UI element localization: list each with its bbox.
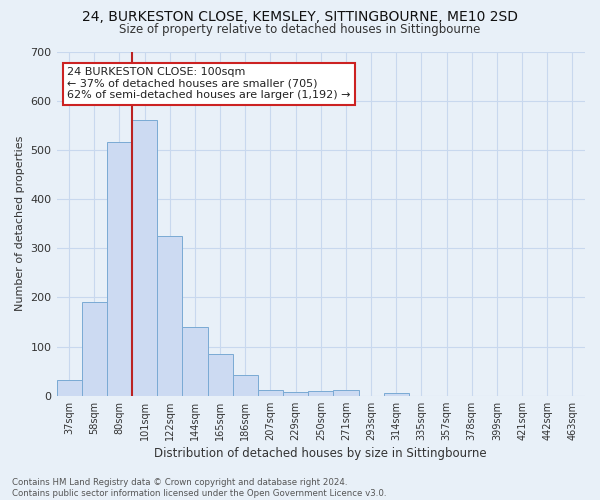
Bar — [334, 390, 359, 396]
Bar — [208, 354, 233, 396]
Text: 24, BURKESTON CLOSE, KEMSLEY, SITTINGBOURNE, ME10 2SD: 24, BURKESTON CLOSE, KEMSLEY, SITTINGBOU… — [82, 10, 518, 24]
Text: Size of property relative to detached houses in Sittingbourne: Size of property relative to detached ho… — [119, 22, 481, 36]
Bar — [107, 142, 132, 396]
Bar — [233, 375, 258, 396]
Bar — [132, 120, 157, 396]
Bar — [157, 236, 182, 396]
Bar — [56, 380, 82, 396]
X-axis label: Distribution of detached houses by size in Sittingbourne: Distribution of detached houses by size … — [154, 447, 487, 460]
Text: 24 BURKESTON CLOSE: 100sqm
← 37% of detached houses are smaller (705)
62% of sem: 24 BURKESTON CLOSE: 100sqm ← 37% of deta… — [67, 67, 350, 100]
Bar — [82, 302, 107, 396]
Bar — [383, 394, 409, 396]
Bar — [182, 327, 208, 396]
Text: Contains HM Land Registry data © Crown copyright and database right 2024.
Contai: Contains HM Land Registry data © Crown c… — [12, 478, 386, 498]
Bar — [308, 392, 334, 396]
Bar — [258, 390, 283, 396]
Bar — [283, 392, 308, 396]
Y-axis label: Number of detached properties: Number of detached properties — [15, 136, 25, 312]
